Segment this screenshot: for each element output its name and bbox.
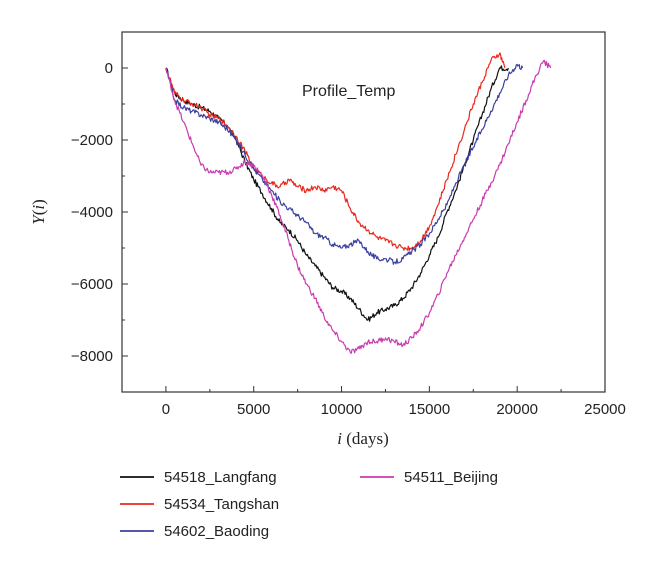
x-axis-label: i (days)	[337, 429, 388, 448]
y-tick-label: −2000	[71, 132, 113, 149]
y-tick-label: −8000	[71, 348, 113, 365]
series-line-54602_Baoding	[165, 63, 524, 265]
x-tick-label: 5000	[237, 401, 270, 418]
legend-label: 54511_Beijing	[404, 469, 498, 486]
axes-layer: 0 5000 10000 15000 20000 25000 0 −2000 −4000 −600…	[71, 31, 626, 418]
series-line-54518_Langfang	[165, 65, 509, 322]
x-tick-label: 20000	[496, 401, 538, 418]
legend-label: 54602_Baoding	[164, 523, 269, 540]
x-tick-label: 10000	[321, 401, 363, 418]
legend-label: 54518_Langfang	[164, 469, 277, 486]
x-tick-label: 15000	[409, 401, 451, 418]
y-tick-label: −6000	[71, 276, 113, 293]
y-axis-label: Y(i)	[29, 199, 48, 225]
legend: 54518_Langfang 54534_Tangshan 54602_Baodin…	[120, 469, 498, 540]
series-line-54534_Tangshan	[165, 52, 506, 252]
legend-label: 54534_Tangshan	[164, 496, 279, 513]
series-line-54511_Beijing	[165, 59, 552, 354]
x-tick-label: 0	[162, 401, 170, 418]
x-tick-label: 25000	[584, 401, 626, 418]
y-tick-label: −4000	[71, 204, 113, 221]
profile-annotation: Profile_Temp	[302, 83, 395, 100]
series-layer	[165, 52, 552, 354]
y-tick-label: 0	[105, 60, 113, 77]
